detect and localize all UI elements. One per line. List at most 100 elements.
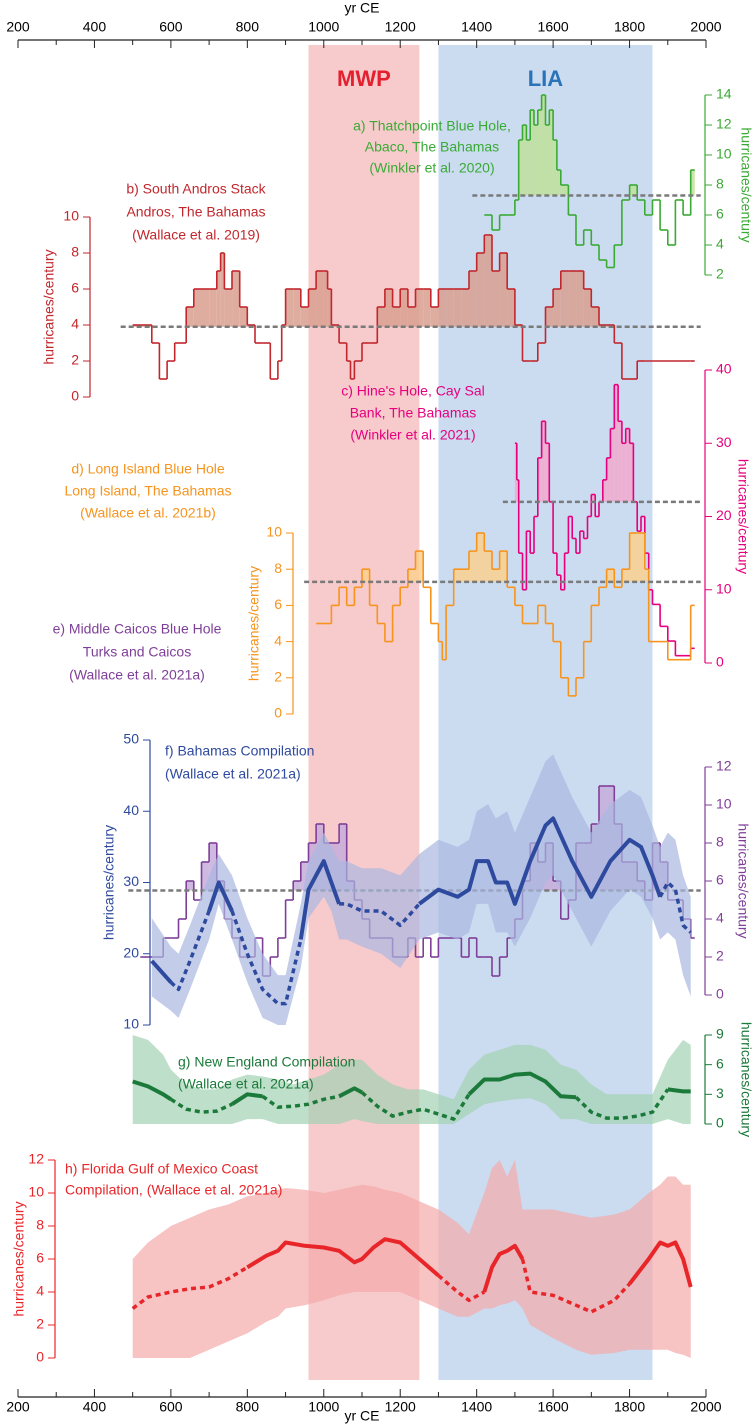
x-tick-label: 1600	[538, 19, 569, 35]
y-tick-label: 8	[71, 244, 79, 260]
x-tick-label: 1800	[614, 1399, 645, 1415]
period-label: MWP	[337, 66, 391, 91]
above-threshold-fill	[618, 421, 622, 502]
y-tick-label: 40	[716, 361, 732, 377]
above-threshold-fill	[453, 289, 462, 327]
y-tick-label: 4	[36, 1283, 44, 1299]
above-threshold-fill	[438, 289, 447, 327]
y-tick-label: 6	[716, 1055, 724, 1071]
y-tick-label: 6	[36, 1250, 44, 1266]
above-threshold-fill	[545, 307, 554, 327]
above-threshold-fill	[545, 125, 550, 196]
above-threshold-fill	[545, 443, 550, 502]
above-threshold-fill	[507, 289, 515, 327]
panel	[120, 234, 701, 380]
mean-line-dashed	[169, 880, 692, 1006]
y-tick-label: 2	[71, 352, 79, 368]
above-threshold-fill	[186, 881, 194, 891]
above-threshold-fill	[293, 881, 301, 891]
above-threshold-fill	[216, 271, 221, 327]
x-tick-label: 600	[159, 19, 183, 35]
above-threshold-fill	[556, 170, 561, 196]
period-label: LIA	[528, 66, 564, 91]
panel-label: d) Long Island Blue Hole	[71, 461, 225, 477]
above-threshold-fill	[537, 457, 542, 502]
panel	[132, 1035, 691, 1124]
panel-label: Turks and Caicos	[83, 644, 191, 660]
above-threshold-fill	[621, 569, 630, 582]
x-tick-label: 400	[83, 19, 107, 35]
above-threshold-fill	[553, 140, 557, 196]
x-tick-label: 400	[83, 1399, 107, 1415]
x-tick-label: 1200	[385, 19, 416, 35]
above-threshold-fill	[549, 110, 554, 196]
y-tick-label: 10	[28, 1184, 44, 1200]
panel-label: (Wallace et al. 2021b)	[80, 505, 216, 521]
mean-line	[246, 1237, 693, 1293]
above-threshold-fill	[530, 110, 534, 196]
panel-label: (Winkler et al. 2021)	[350, 427, 475, 443]
above-threshold-fill	[637, 533, 645, 582]
above-threshold-fill	[201, 862, 210, 891]
y-tick-label: 0	[716, 1115, 724, 1131]
above-threshold-fill	[629, 443, 634, 502]
above-threshold-fill	[327, 289, 332, 327]
y-tick-label: 0	[71, 388, 79, 404]
panel	[304, 532, 701, 697]
above-threshold-fill	[407, 569, 416, 582]
above-threshold-fill	[300, 862, 309, 891]
above-threshold-fill	[629, 185, 638, 196]
above-threshold-fill	[446, 289, 454, 327]
above-threshold-fill	[614, 384, 619, 502]
above-threshold-fill	[560, 271, 569, 327]
above-threshold-fill	[415, 289, 424, 327]
above-threshold-fill	[553, 881, 561, 891]
above-threshold-fill	[423, 289, 431, 327]
above-threshold-fill	[576, 271, 584, 327]
uncertainty-band	[132, 1160, 691, 1358]
above-threshold-fill	[461, 569, 470, 582]
above-threshold-fill	[518, 140, 523, 196]
panel-label: b) South Andros Stack	[126, 181, 266, 197]
above-threshold-fill	[534, 125, 538, 196]
x-tick-label: 1000	[308, 19, 339, 35]
above-threshold-fill	[606, 569, 615, 582]
above-threshold-fill	[239, 307, 248, 327]
above-threshold-fill	[541, 421, 546, 502]
panel	[472, 94, 701, 269]
x-tick-label: 600	[159, 1399, 183, 1415]
y-tick-label: 20	[123, 944, 139, 960]
y-tick-label: 2	[274, 669, 282, 685]
y-tick-label: 0	[36, 1349, 44, 1365]
y-tick-label: 10	[716, 796, 732, 812]
x-tick-label: 1400	[461, 19, 492, 35]
y-tick-label: 30	[716, 434, 732, 450]
y-tick-label: 12	[28, 1151, 44, 1167]
y-tick-label: 20	[716, 507, 732, 523]
y-tick-label: 8	[36, 1217, 44, 1233]
above-threshold-fill	[476, 533, 485, 582]
panel-label: Andros, The Bahamas	[126, 204, 265, 220]
panel-label: c) Hine's Hole, Cay Sal	[341, 383, 485, 399]
above-threshold-fill	[610, 428, 615, 502]
panel-label: a) Thatchpoint Blue Hole,	[353, 118, 511, 134]
panel-label: (Wallace et al. 2021a)	[69, 667, 205, 683]
panel-label: Bank, The Bahamas	[350, 405, 477, 421]
x-tick-label: 1200	[385, 1399, 416, 1415]
y-tick-label: 10	[123, 1016, 139, 1032]
step-connector	[491, 95, 692, 268]
y-tick-label: 4	[274, 632, 282, 648]
above-threshold-fill	[537, 110, 542, 196]
above-threshold-fill	[377, 307, 385, 327]
x-axis-title-top: yr CE	[345, 0, 380, 16]
above-threshold-fill	[499, 551, 508, 582]
y-tick-label: 4	[71, 316, 79, 332]
above-threshold-fill	[469, 551, 477, 582]
above-threshold-fill	[308, 289, 317, 327]
above-threshold-fill	[621, 443, 626, 502]
above-threshold-fill	[285, 289, 294, 327]
above-threshold-fill	[690, 170, 695, 196]
above-threshold-fill	[629, 533, 638, 582]
above-threshold-fill	[591, 307, 599, 327]
